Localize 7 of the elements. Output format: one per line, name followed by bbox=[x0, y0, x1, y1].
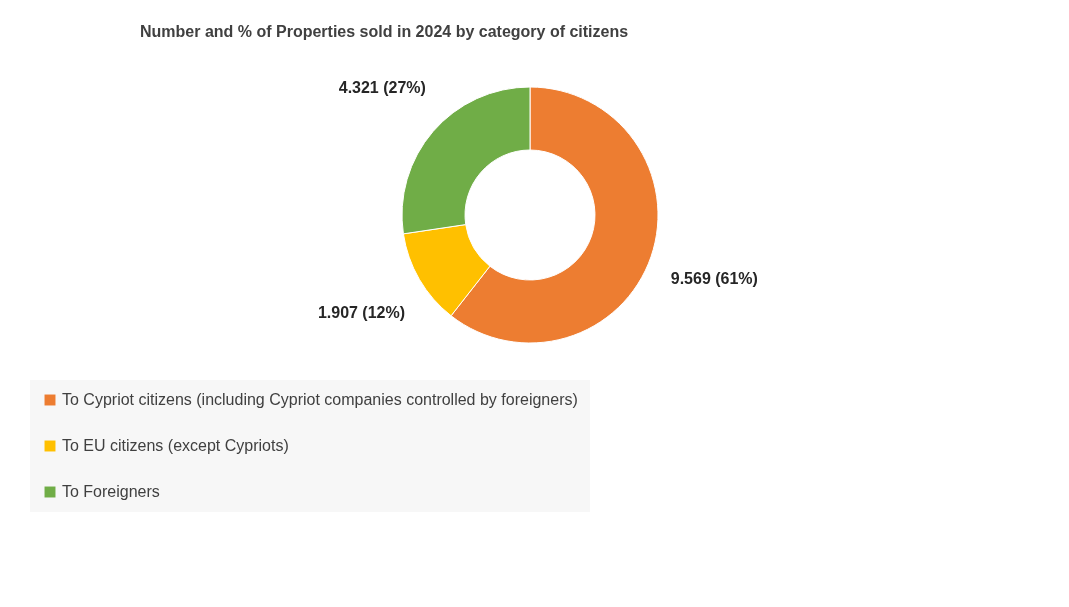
legend-label: To Foreigners bbox=[62, 483, 160, 500]
legend-label: To EU citizens (except Cypriots) bbox=[62, 437, 289, 454]
data-label: 4.321 (27%) bbox=[338, 78, 426, 96]
chart-title: Number and % of Properties sold in 2024 by category of citizens bbox=[140, 22, 629, 40]
legend-label: To Cypriot citizens (including Cypriot companies controlled by foreigners) bbox=[62, 391, 578, 408]
data-label: 9.569 (61%) bbox=[670, 269, 758, 287]
data-label: 1.907 (12%) bbox=[317, 304, 406, 322]
